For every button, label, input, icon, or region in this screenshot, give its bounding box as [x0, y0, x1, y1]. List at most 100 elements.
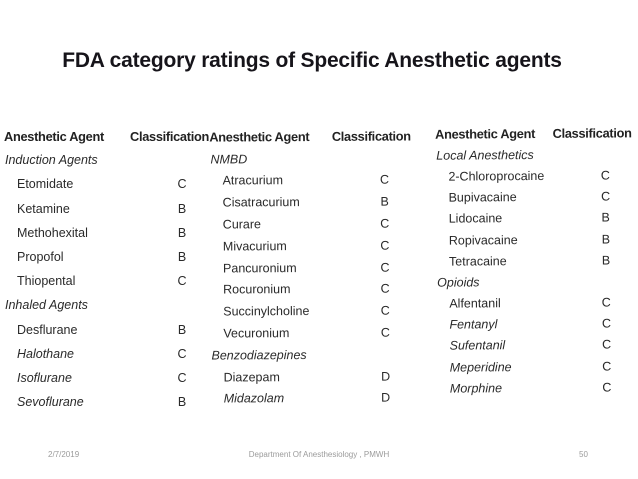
agent-name: Isoflurane — [17, 370, 72, 385]
agent-name: Thiopental — [17, 274, 76, 289]
agent-name: Pancuronium — [222, 260, 297, 276]
agent-column-header: Anesthetic Agent — [209, 129, 310, 145]
agent-name: Etomidate — [17, 177, 74, 192]
classification-column-header: Classification — [552, 125, 632, 141]
column-header-row: Anesthetic Agent Classification — [209, 125, 411, 148]
classification-value: C — [380, 303, 390, 318]
section-row: NMBD — [209, 147, 411, 170]
classification-value: C — [601, 316, 612, 331]
classification-value: B — [601, 253, 611, 268]
agent-name: Sufentanil — [449, 338, 506, 354]
classification-value: C — [177, 370, 187, 385]
classification-value — [553, 281, 635, 282]
classification-value: C — [602, 380, 612, 395]
agent-name: Succinylcholine — [223, 304, 310, 319]
classification-value — [552, 154, 634, 155]
agent-name: Opioids — [437, 275, 480, 290]
table-row: Bupivacaine C — [435, 186, 633, 209]
classification-value: C — [380, 216, 390, 231]
table-row: Thiopental C — [4, 269, 208, 293]
table-row: Fentanyl C — [436, 313, 634, 336]
classification-value: B — [177, 201, 187, 216]
table-row: Morphine C — [437, 377, 635, 400]
table-row: Lidocaine B — [436, 207, 634, 230]
classification-value: C — [379, 173, 390, 188]
classification-value: B — [177, 225, 187, 240]
table-row: Diazepam D — [211, 365, 413, 388]
table-row: 2-Chloroprocaine C — [435, 165, 633, 188]
table-column: Anesthetic Agent Classification Induction … — [4, 124, 210, 414]
agent-name: Bupivacaine — [448, 190, 517, 205]
footer-department: Department Of Anesthesiology , PMWH — [248, 450, 390, 459]
table-row: Pancuronium C — [210, 256, 412, 279]
table-column: Anesthetic Agent Classification NMBD Atracu… — [209, 125, 412, 409]
agent-column-header: Anesthetic Agent — [435, 126, 536, 142]
agent-name: Inhaled Agents — [5, 298, 88, 313]
agent-name: Rocuronium — [223, 282, 291, 297]
agent-name: Benzodiazepines — [211, 347, 307, 363]
classification-value: C — [177, 346, 187, 361]
column-header-row: Anesthetic Agent Classification — [4, 124, 210, 148]
classification-value: B — [380, 194, 389, 209]
agent-name: Ketamine — [17, 201, 70, 216]
classification-value: B — [601, 210, 610, 225]
agent-name: Ropivacaine — [448, 232, 518, 248]
table-row: Vecuronium C — [210, 322, 412, 345]
agent-name: Propofol — [17, 250, 64, 265]
table-row: Midazolam D — [211, 387, 413, 410]
classification-value: C — [602, 337, 612, 353]
section-row: Benzodiazepines — [210, 343, 412, 366]
classification-column-header: Classification — [130, 128, 210, 144]
classification-value: C — [380, 238, 390, 253]
section-row: Opioids — [436, 271, 634, 294]
table-row: Sevoflurane B — [4, 390, 208, 414]
table-row: Ketamine B — [4, 197, 208, 221]
agent-name: Induction Agents — [5, 153, 98, 168]
classification-value: B — [177, 322, 187, 337]
agent-name: Fentanyl — [449, 317, 498, 332]
agent-name: Morphine — [449, 381, 503, 396]
table-row: Alfentanil C — [436, 292, 634, 315]
table-row: Propofol B — [4, 245, 208, 269]
classification-value: C — [600, 189, 611, 204]
agent-name: Methohexital — [17, 225, 88, 240]
agent-name: Curare — [222, 217, 262, 232]
agent-name: Tetracaine — [448, 253, 507, 269]
classification-value: C — [601, 295, 611, 310]
agent-name: Vecuronium — [223, 326, 290, 341]
table-column: Anesthetic Agent Classification Local Anes… — [435, 122, 635, 399]
classification-value: B — [177, 395, 187, 410]
classification-value: B — [601, 232, 611, 247]
agent-name: Midazolam — [223, 391, 285, 406]
classification-value: B — [177, 250, 187, 265]
table-row: Atracurium C — [209, 169, 411, 192]
table-row: Halothane C — [4, 342, 208, 366]
footer-page-number: 50 — [579, 450, 588, 459]
table-row: Meperidine C — [437, 355, 635, 378]
classification-value: D — [381, 391, 391, 406]
classification-value: C — [600, 168, 610, 183]
agent-name: Atracurium — [222, 173, 284, 188]
classification-value: C — [602, 359, 612, 374]
agent-name: Desflurane — [17, 322, 78, 337]
table-row: Rocuronium C — [210, 278, 412, 301]
table-row: Tetracaine B — [436, 249, 634, 272]
section-row: Local Anesthetics — [435, 143, 633, 166]
table-row: Succinylcholine C — [210, 300, 412, 323]
table-row: Desflurane B — [4, 318, 208, 342]
classification-value: C — [380, 325, 390, 340]
table-row: Cisatracurium B — [210, 191, 412, 214]
page-title: FDA category ratings of Specific Anesthe… — [62, 49, 562, 72]
footer-date: 2/7/2019 — [48, 450, 80, 459]
table-row: Ropivacaine B — [436, 228, 634, 251]
agent-name: Mivacurium — [222, 239, 287, 254]
agent-name: Diazepam — [223, 369, 280, 385]
section-row: Inhaled Agents — [4, 293, 208, 317]
table-row: Methohexital B — [4, 221, 208, 245]
classification-value: C — [177, 177, 187, 192]
agent-name: NMBD — [210, 152, 248, 167]
table-row: Mivacurium C — [210, 234, 412, 257]
agent-name: Alfentanil — [449, 296, 501, 311]
agent-name: Halothane — [17, 346, 74, 361]
